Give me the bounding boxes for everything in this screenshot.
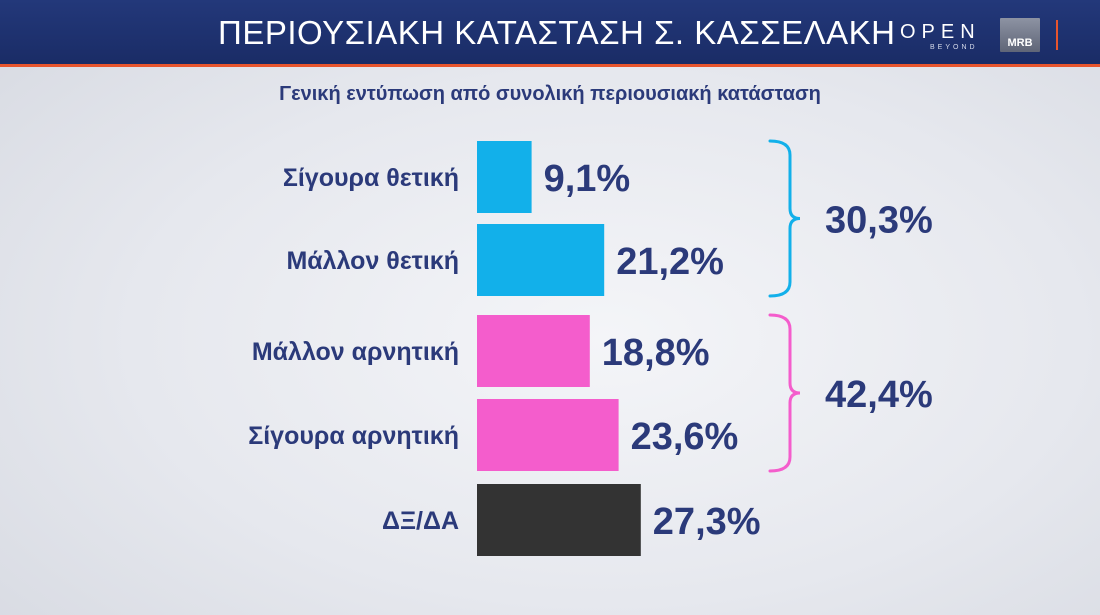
header-bar: ΠΕΡΙΟΥΣΙΑΚΗ ΚΑΤΑΣΤΑΣΗ Σ. ΚΑΣΣΕΛΑΚΗ OPEN … (0, 0, 1100, 67)
bar (477, 315, 590, 387)
value-label: 9,1% (544, 158, 631, 200)
category-label: Σίγουρα αρνητική (248, 422, 459, 450)
accent-divider (1056, 20, 1058, 50)
category-label: Μάλλον θετική (286, 247, 459, 275)
value-label: 27,3% (653, 501, 761, 543)
bar (477, 141, 532, 213)
value-label: 18,8% (602, 332, 710, 374)
category-label: ΔΞ/ΔΑ (382, 507, 459, 535)
group-total-label: 42,4% (825, 374, 933, 416)
bar (477, 484, 641, 556)
category-label: Σίγουρα θετική (283, 164, 459, 192)
group-brace (768, 139, 801, 298)
mrb-logo: MRB (1000, 18, 1040, 52)
open-logo-tagline: BEYOND (930, 44, 978, 51)
value-label: 21,2% (616, 241, 724, 283)
group-total-label: 30,3% (825, 200, 933, 242)
bar (477, 224, 605, 296)
page-title: ΠΕΡΙΟΥΣΙΑΚΗ ΚΑΤΑΣΤΑΣΗ Σ. ΚΑΣΣΕΛΑΚΗ (218, 14, 896, 51)
category-label: Μάλλον αρνητική (252, 338, 459, 366)
bar (477, 399, 619, 471)
chart-subtitle: Γενική εντύπωση από συνολική περιουσιακή… (279, 83, 821, 105)
group-brace (768, 313, 801, 473)
open-logo: OPEN (900, 21, 981, 43)
value-label: 23,6% (631, 416, 739, 458)
